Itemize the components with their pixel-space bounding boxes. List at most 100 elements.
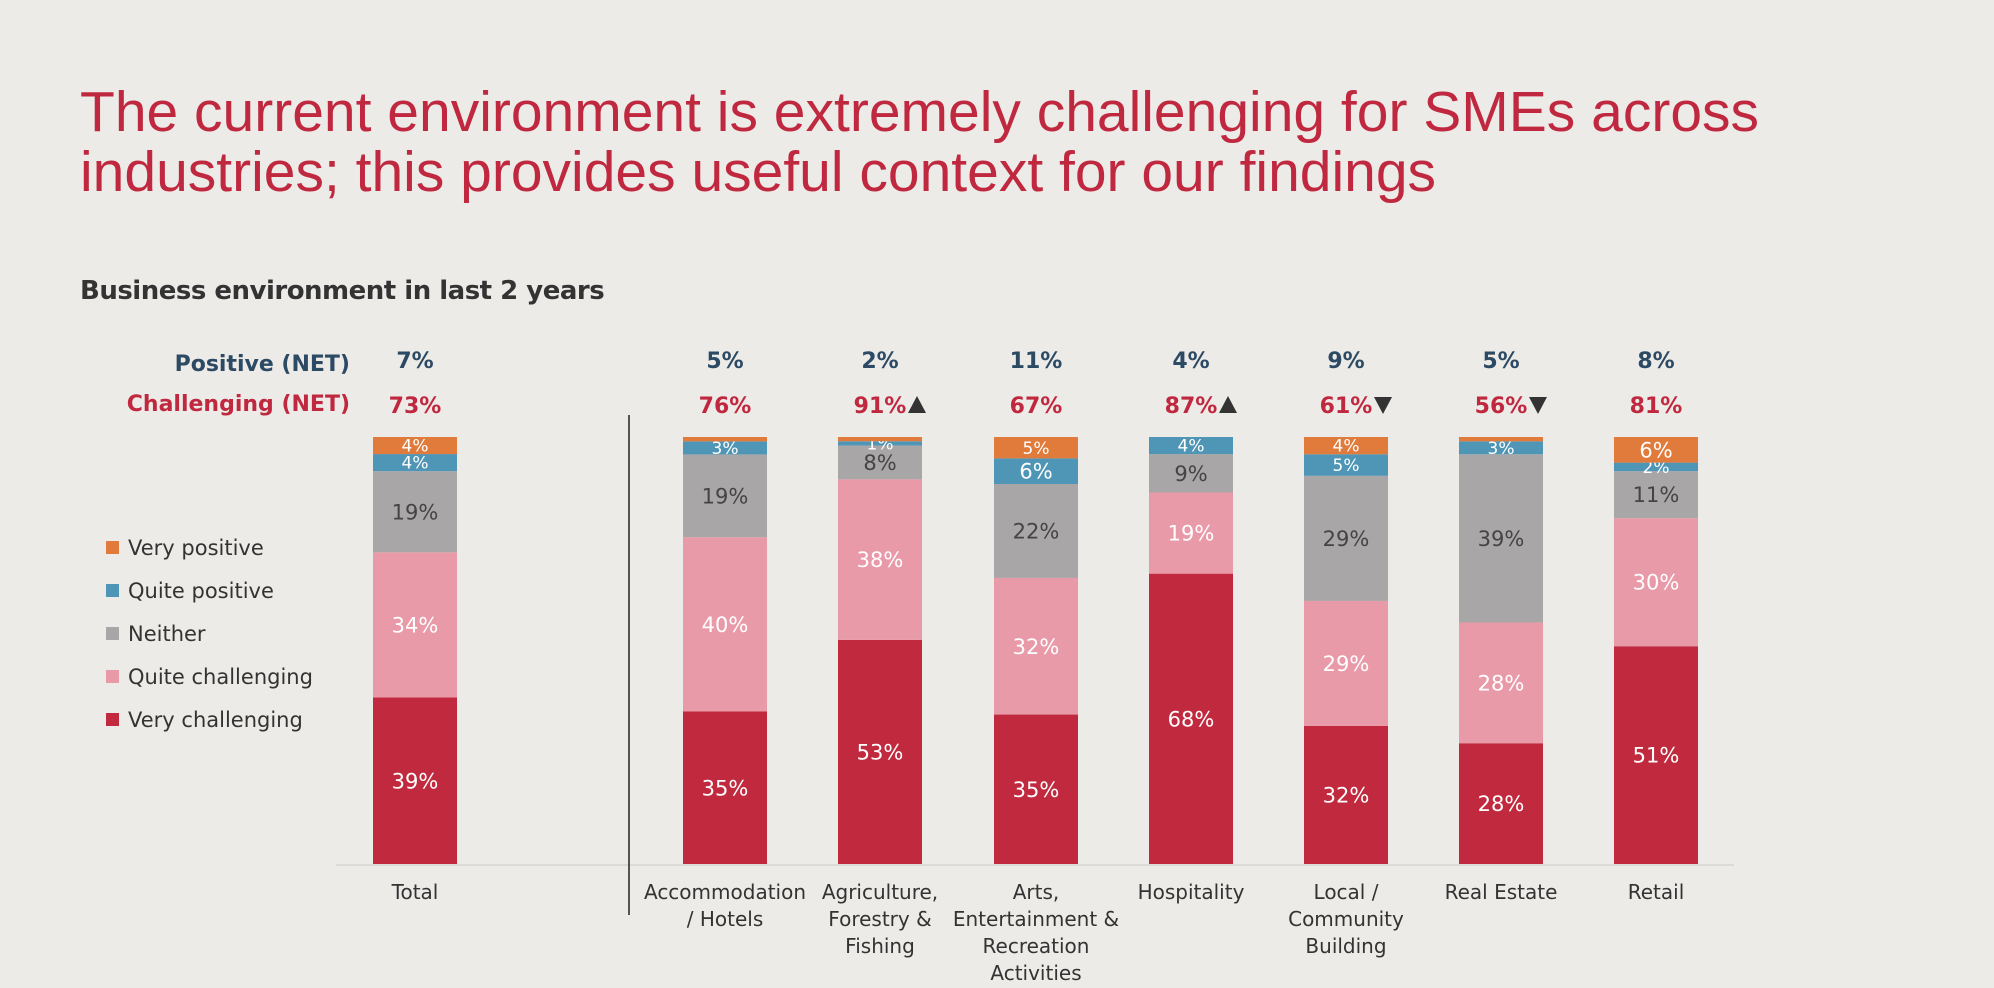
bar-segment-quite-challenging — [1149, 492, 1233, 574]
data-label: 19% — [1168, 522, 1215, 546]
net-challenging-value: 61% — [1320, 394, 1373, 419]
bar-segment-very-positive — [1304, 437, 1388, 455]
category-label: Entertainment & — [953, 907, 1119, 931]
page-title: The current environment is extremely cha… — [80, 80, 1760, 204]
bar-segment-neither — [1149, 454, 1233, 493]
data-label: 32% — [1013, 635, 1060, 659]
bar-segment-quite-positive — [994, 458, 1078, 484]
significance-up-icon — [908, 396, 926, 413]
bar-segment-quite-positive — [1614, 462, 1698, 472]
bar-segment-quite-positive — [1304, 454, 1388, 476]
legend-swatch — [106, 627, 119, 640]
net-positive-value: 5% — [1482, 349, 1519, 374]
data-label: 68% — [1168, 707, 1215, 731]
category-label: Retail — [1628, 880, 1685, 904]
legend-swatch — [106, 584, 119, 597]
data-label: 5% — [1023, 439, 1050, 459]
category-label: Accommodation — [644, 880, 806, 904]
legend-label: Quite positive — [128, 578, 274, 603]
data-label: 22% — [1013, 520, 1060, 544]
bar-segment-very-challenging — [1149, 573, 1233, 864]
net-positive-value: 7% — [396, 349, 433, 374]
bar-segment-quite-challenging — [373, 552, 457, 698]
data-label: 11% — [1633, 483, 1680, 507]
data-label: 35% — [702, 776, 749, 800]
net-positive-value: 9% — [1327, 349, 1364, 374]
legend-label: Neither — [128, 621, 206, 646]
legend-item: Quite positive — [106, 569, 313, 612]
bar-segment-quite-positive — [838, 441, 922, 446]
category-label: Community — [1288, 907, 1404, 931]
bar-segment-very-challenging — [1614, 646, 1698, 864]
net-challenging-value: 81% — [1630, 394, 1683, 419]
data-label: 29% — [1323, 652, 1370, 676]
net-challenging-value: 73% — [389, 394, 442, 419]
bar-segment-quite-challenging — [683, 537, 767, 712]
net-positive-value: 11% — [1010, 349, 1063, 374]
category-label: Recreation — [983, 934, 1090, 958]
category-label: Fishing — [845, 934, 915, 958]
data-label: 39% — [392, 769, 439, 793]
category-label: Forestry & — [828, 907, 931, 931]
net-positive-value: 4% — [1172, 349, 1209, 374]
net-challenging-value: 76% — [699, 394, 752, 419]
net-challenging-value: 56% — [1475, 394, 1528, 419]
bar-segment-quite-challenging — [1614, 518, 1698, 647]
bar-segment-neither — [1614, 471, 1698, 519]
legend-item: Quite challenging — [106, 655, 313, 698]
data-label: 39% — [1478, 527, 1525, 551]
legend-item: Very positive — [106, 526, 313, 569]
category-label: Building — [1305, 934, 1386, 958]
legend-label: Quite challenging — [128, 664, 313, 689]
net-positive-value: 5% — [706, 349, 743, 374]
bar-segment-quite-positive — [373, 454, 457, 472]
bar-segment-quite-positive — [683, 441, 767, 455]
bar-segment-quite-challenging — [994, 577, 1078, 715]
data-label: 6% — [1019, 460, 1052, 484]
significance-up-icon — [1219, 396, 1237, 413]
category-label: Agriculture, — [822, 880, 938, 904]
bar-segment-very-challenging — [1304, 725, 1388, 864]
category-label: Hospitality — [1138, 880, 1245, 904]
category-label: Total — [391, 880, 439, 904]
bar-segment-quite-challenging — [1459, 622, 1543, 744]
significance-down-icon — [1374, 397, 1392, 414]
legend-label: Very positive — [128, 535, 264, 560]
data-label: 4% — [1333, 437, 1360, 457]
data-label: 32% — [1323, 784, 1370, 808]
data-label: 8% — [863, 451, 896, 475]
data-label: 30% — [1633, 571, 1680, 595]
net-challenging-value: 87% — [1165, 394, 1218, 419]
data-label: 29% — [1323, 527, 1370, 551]
data-label: 28% — [1478, 792, 1525, 816]
bar-segment-quite-challenging — [1304, 600, 1388, 726]
bar-segment-neither — [838, 445, 922, 480]
bar-segment-very-positive — [994, 437, 1078, 459]
net-positive-value: 2% — [861, 349, 898, 374]
data-label: 34% — [392, 613, 439, 637]
data-label: 3% — [1488, 439, 1515, 459]
data-label: 4% — [1178, 437, 1205, 457]
significance-down-icon — [1529, 397, 1547, 414]
bar-segment-very-positive — [838, 437, 922, 442]
category-label: Real Estate — [1445, 880, 1558, 904]
chart-legend: Very positive Quite positive Neither Quite … — [106, 526, 313, 741]
data-label: 6% — [1639, 438, 1672, 462]
bar-segment-quite-challenging — [838, 479, 922, 640]
data-label: 51% — [1633, 744, 1680, 768]
bar-segment-neither — [994, 483, 1078, 578]
data-label: 4% — [402, 437, 429, 457]
bar-segment-neither — [373, 471, 457, 553]
category-label: Activities — [990, 961, 1081, 985]
bar-segment-very-positive — [683, 437, 767, 442]
category-label: Local / — [1314, 880, 1379, 904]
data-label: 38% — [857, 548, 904, 572]
legend-label: Very challenging — [128, 707, 303, 732]
bar-segment-very-challenging — [994, 714, 1078, 864]
data-label: 3% — [712, 439, 739, 459]
bar-segment-very-challenging — [373, 697, 457, 864]
net-challenging-value: 67% — [1010, 394, 1063, 419]
legend-swatch — [106, 670, 119, 683]
data-label: 4% — [402, 454, 429, 474]
